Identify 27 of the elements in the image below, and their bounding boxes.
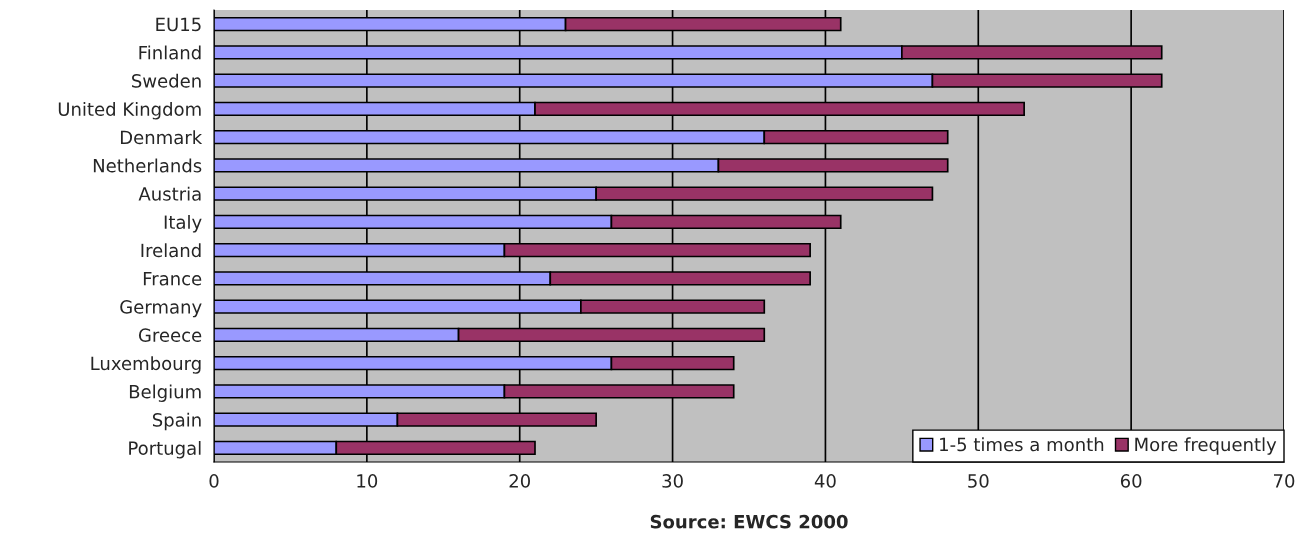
y-tick-label: Austria [138,186,201,201]
y-tick-label: Belgium [129,384,201,402]
y-tick-label: Portugal [129,441,201,459]
y-tick-label: Germany [120,300,202,318]
x-tick-label: 60 [1120,474,1142,488]
y-tick-label: EU15 [156,17,201,32]
y-tick-label: Denmark [120,130,203,145]
x-tick-label: 30 [662,474,683,488]
y-tick-label: Greece [138,328,202,342]
legend-label: 1-5 times a month [940,437,1104,452]
x-tick-label: 0 [209,474,219,488]
x-tick-label: 70 [1273,474,1295,488]
x-tick-label: 20 [509,474,530,488]
y-tick-label: Netherlands [93,158,202,173]
y-tick-label: France [143,272,202,286]
y-tick-label: Spain [152,412,201,431]
source-note: Source: EWCS 2000 [650,514,848,529]
y-tick-label: Finland [139,45,201,60]
y-tick-label: United Kingdom [58,102,201,120]
y-tick-label: Italy [164,215,202,233]
legend-label: More frequently [1135,437,1277,455]
x-tick-label: 40 [814,474,836,488]
x-tick-label: 10 [357,474,378,488]
y-tick-label: Sweden [132,73,201,88]
x-tick-label: 50 [968,474,989,488]
y-tick-label: Ireland [141,243,201,258]
y-tick-label: Luxembourg [91,356,201,374]
